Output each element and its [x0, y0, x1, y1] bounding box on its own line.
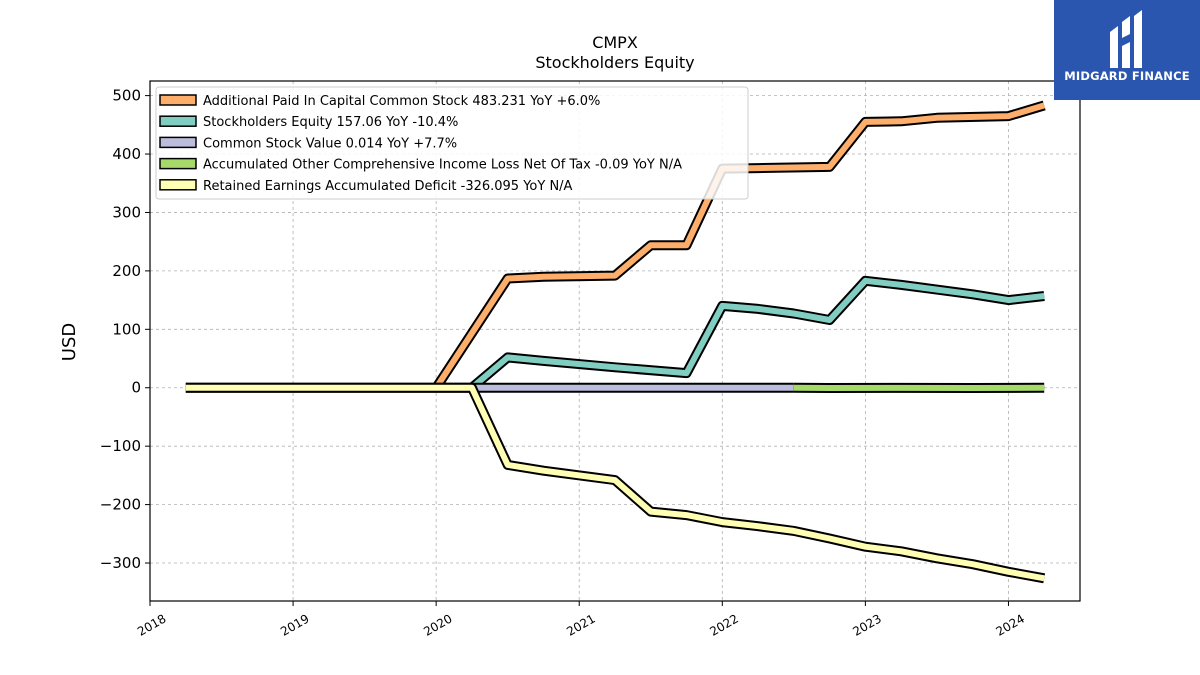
legend-entry: Additional Paid In Capital Common Stock … [203, 94, 600, 109]
legend-entry: Common Stock Value 0.014 YoY +7.7% [203, 136, 457, 151]
y-tick-label: −300 [100, 554, 141, 572]
legend: Additional Paid In Capital Common Stock … [155, 86, 749, 200]
y-tick-label: 500 [112, 87, 141, 105]
legend-swatch [159, 115, 197, 127]
series-line [469, 277, 1045, 390]
y-tick-label: 200 [112, 262, 141, 280]
legend-entry: Retained Earnings Accumulated Deficit -3… [203, 179, 573, 194]
legend-box [155, 86, 749, 200]
y-tick-label: 100 [112, 320, 141, 338]
y-tick-label: 400 [112, 145, 141, 163]
y-axis-label: USD [59, 323, 80, 361]
legend-entry: Stockholders Equity 157.06 YoY -10.4% [203, 115, 458, 130]
y-tick-label: −200 [100, 496, 141, 514]
legend-swatch [159, 157, 197, 170]
midgard-finance-logo-icon [1110, 10, 1142, 68]
y-tick-label: 300 [112, 203, 141, 221]
legend-swatch [159, 136, 197, 149]
midgard-finance-logo: MIDGARD FINANCE [1054, 0, 1200, 100]
y-tick-label: −100 [100, 437, 141, 455]
series-line [185, 384, 1045, 582]
series-retained-earnings-accumulated-deficit [185, 382, 1046, 584]
brand-name: MIDGARD FINANCE [1064, 69, 1190, 83]
chart-subtitle: Stockholders Equity [535, 53, 694, 72]
legend-entry: Accumulated Other Comprehensive Income L… [203, 158, 682, 173]
chart-title: CMPX [592, 33, 638, 52]
plot-frame [149, 80, 1081, 602]
legend-swatch [159, 179, 197, 191]
series-stockholders-equity [468, 275, 1045, 392]
y-axis: 500 400 300 200 100 0 −100 −200 −300 [100, 87, 150, 572]
legend-swatch [159, 94, 197, 106]
y-tick-label: 0 [131, 379, 141, 397]
